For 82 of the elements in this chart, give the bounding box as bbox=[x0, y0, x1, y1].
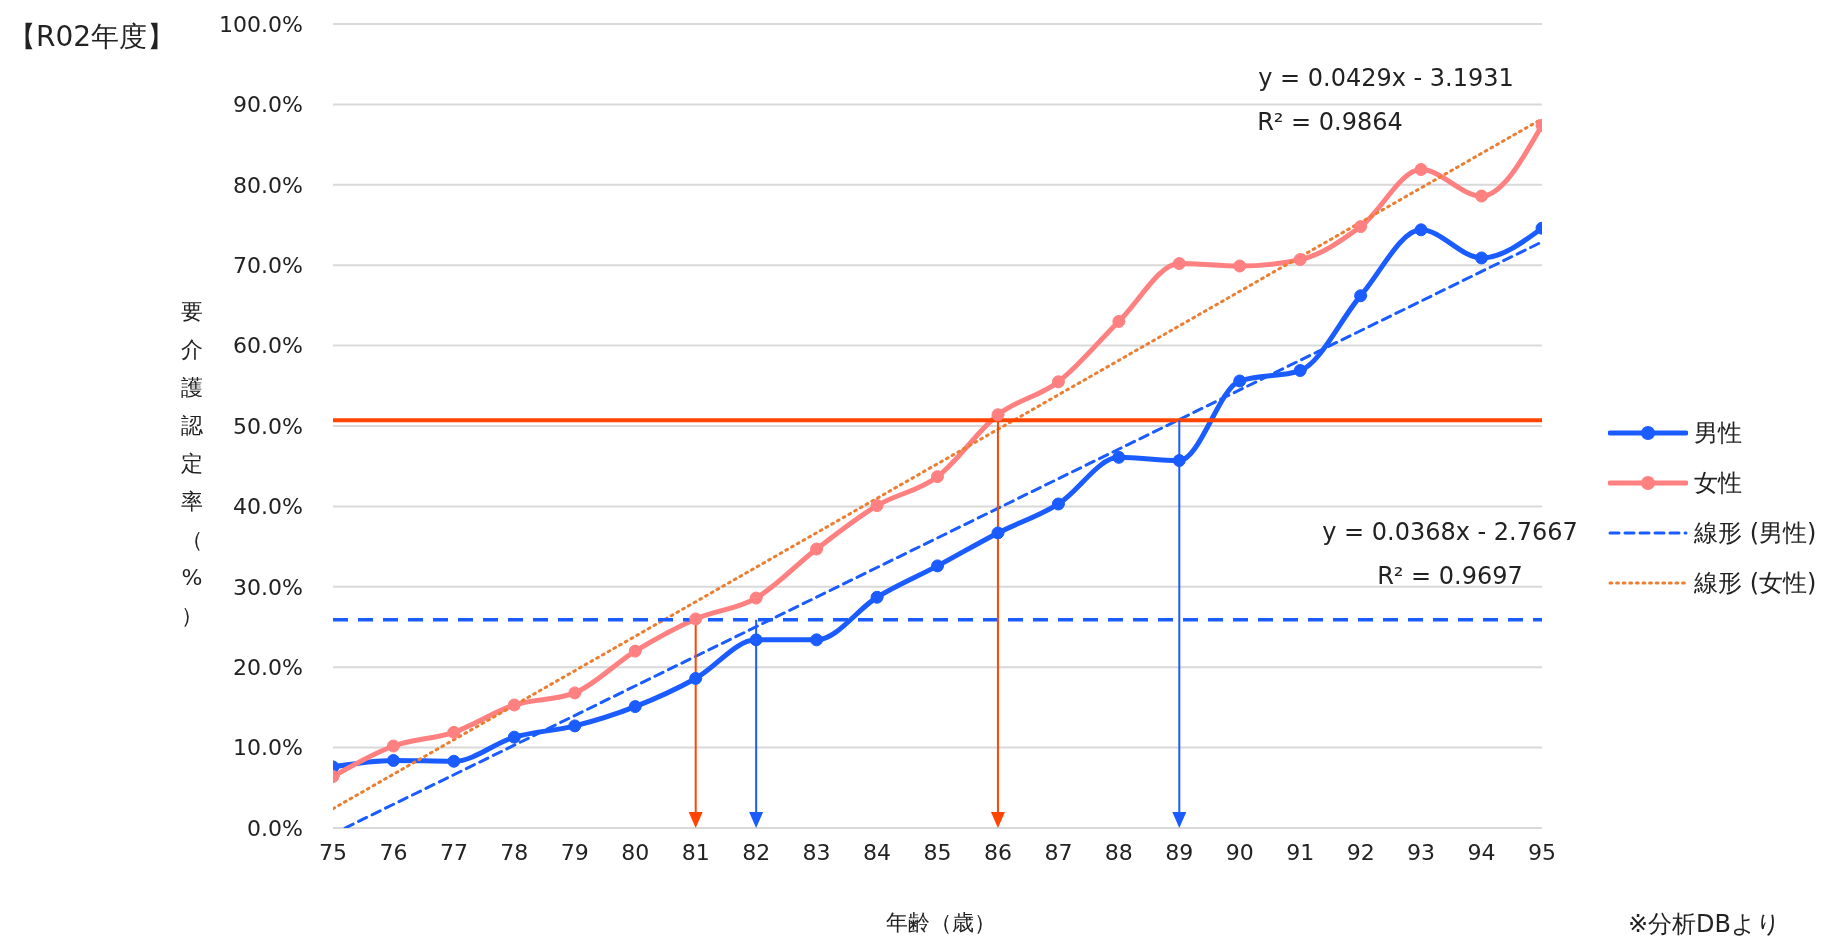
x-tick-label: 88 bbox=[1104, 839, 1133, 865]
x-tick-label: 79 bbox=[560, 839, 589, 865]
point bbox=[1051, 375, 1065, 389]
point bbox=[689, 671, 703, 685]
text: 【R02年度】 bbox=[8, 19, 176, 55]
y-tick-label: 90.0% bbox=[233, 92, 303, 118]
x-tick-label: 81 bbox=[681, 839, 710, 865]
x-tick-label: 90 bbox=[1225, 839, 1254, 865]
point bbox=[1293, 253, 1307, 267]
point bbox=[1414, 163, 1428, 177]
point bbox=[870, 499, 884, 513]
point bbox=[1233, 259, 1247, 273]
point bbox=[507, 730, 521, 744]
point bbox=[931, 470, 944, 484]
point bbox=[1172, 257, 1186, 271]
point bbox=[447, 725, 461, 739]
x-tick-label: 77 bbox=[439, 839, 468, 865]
point bbox=[1475, 189, 1489, 203]
point bbox=[628, 700, 642, 714]
x-tick-label: 92 bbox=[1346, 839, 1375, 865]
y-tick-label: 50.0% bbox=[233, 413, 303, 439]
x-tick-label: 87 bbox=[1044, 839, 1073, 865]
point bbox=[1414, 223, 1428, 237]
x-tick-label: 84 bbox=[863, 839, 892, 865]
legend-label: 線形 (男性) bbox=[1694, 518, 1817, 549]
point bbox=[1475, 251, 1489, 265]
x-axis-title: 年齢（歳） bbox=[886, 909, 996, 937]
y-tick-label: 30.0% bbox=[233, 574, 303, 600]
legend-label: 線形 (女性) bbox=[1694, 568, 1817, 599]
point bbox=[870, 590, 884, 604]
y-tick-label: 20.0% bbox=[233, 655, 303, 681]
annotation: R² = 0.9697 bbox=[1377, 562, 1523, 590]
y-tick-label: 80.0% bbox=[233, 172, 303, 198]
point bbox=[1233, 374, 1247, 388]
point bbox=[931, 559, 944, 573]
point bbox=[568, 686, 582, 700]
x-tick-label: 89 bbox=[1165, 839, 1194, 865]
y-tick-label: 10.0% bbox=[233, 735, 303, 761]
text: 要介護認定率（%） bbox=[181, 299, 203, 628]
point bbox=[689, 612, 703, 626]
x-tick-label: 85 bbox=[923, 839, 952, 865]
point bbox=[1112, 450, 1126, 464]
point bbox=[507, 698, 521, 712]
y-tick-label: 40.0% bbox=[233, 494, 303, 520]
y-tick-label: 100.0% bbox=[219, 11, 303, 37]
point bbox=[386, 753, 400, 767]
x-tick-label: 76 bbox=[379, 839, 408, 865]
x-tick-label: 95 bbox=[1528, 839, 1556, 865]
x-tick-label: 78 bbox=[500, 839, 529, 865]
point bbox=[991, 526, 1005, 540]
x-tick-label: 94 bbox=[1467, 839, 1496, 865]
point bbox=[991, 408, 1005, 422]
legend-label: 女性 bbox=[1694, 468, 1742, 499]
point bbox=[1293, 364, 1307, 378]
annotation: y = 0.0429x - 3.1931 bbox=[1258, 64, 1514, 92]
point bbox=[1051, 497, 1065, 511]
y-tick-label: 0.0% bbox=[247, 815, 303, 841]
point bbox=[447, 754, 461, 768]
annotation: R² = 0.9864 bbox=[1257, 108, 1403, 136]
point bbox=[568, 719, 582, 733]
x-tick-label: 82 bbox=[742, 839, 771, 865]
point bbox=[1112, 314, 1126, 328]
annotation: y = 0.0368x - 2.7667 bbox=[1322, 518, 1578, 546]
x-tick-label: 75 bbox=[319, 839, 347, 865]
point bbox=[749, 591, 763, 605]
x-tick-label: 86 bbox=[983, 839, 1012, 865]
point bbox=[1172, 454, 1186, 468]
x-tick-label: 93 bbox=[1407, 839, 1436, 865]
point bbox=[1354, 220, 1368, 234]
point bbox=[810, 542, 824, 556]
x-tick-label: 80 bbox=[621, 839, 650, 865]
y-tick-label: 70.0% bbox=[233, 253, 303, 279]
point bbox=[1354, 289, 1368, 303]
x-tick-label: 83 bbox=[802, 839, 831, 865]
point bbox=[810, 633, 824, 647]
x-tick-label: 91 bbox=[1286, 839, 1315, 865]
y-tick-label: 60.0% bbox=[233, 333, 303, 359]
point bbox=[749, 633, 763, 647]
point bbox=[628, 644, 642, 658]
legend-label: 男性 bbox=[1694, 418, 1742, 449]
text: ※分析DBより bbox=[1628, 909, 1782, 940]
point bbox=[386, 739, 400, 753]
